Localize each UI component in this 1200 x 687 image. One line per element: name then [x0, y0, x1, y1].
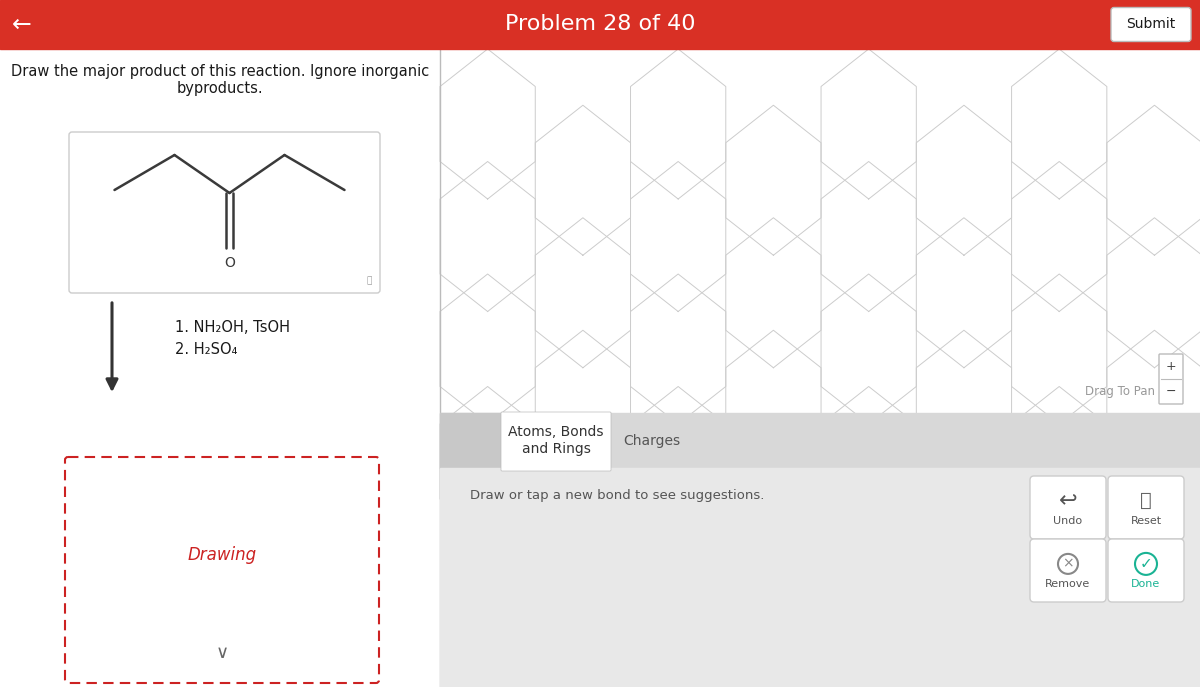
Text: ×: × — [1062, 557, 1074, 571]
Text: 1. NH₂OH, TsOH: 1. NH₂OH, TsOH — [175, 320, 290, 335]
Bar — [440, 413, 505, 468]
Text: Atoms, Bonds
and Rings: Atoms, Bonds and Rings — [509, 425, 604, 456]
Text: ∨: ∨ — [216, 644, 228, 662]
Text: −: − — [1165, 385, 1176, 398]
Bar — [0, 0, 1200, 49]
Text: 2. H₂SO₄: 2. H₂SO₄ — [175, 342, 238, 357]
Text: +: + — [1165, 361, 1176, 374]
Text: 🗑: 🗑 — [1140, 491, 1152, 510]
FancyBboxPatch shape — [502, 412, 611, 471]
Text: O: O — [224, 256, 235, 270]
FancyBboxPatch shape — [1111, 8, 1190, 41]
Text: Drawing: Drawing — [187, 546, 257, 564]
FancyBboxPatch shape — [1159, 354, 1183, 404]
FancyBboxPatch shape — [65, 457, 379, 683]
Text: ←: ← — [12, 12, 32, 36]
Text: Problem 28 of 40: Problem 28 of 40 — [505, 14, 695, 34]
Text: Draw the major product of this reaction. Ignore inorganic: Draw the major product of this reaction.… — [11, 64, 430, 79]
Bar — [440, 468, 1200, 687]
FancyBboxPatch shape — [1030, 476, 1106, 539]
FancyBboxPatch shape — [1108, 476, 1184, 539]
Text: Drag To Pan: Drag To Pan — [1085, 385, 1154, 398]
Text: Remove: Remove — [1045, 579, 1091, 589]
FancyBboxPatch shape — [70, 132, 380, 293]
FancyBboxPatch shape — [1108, 539, 1184, 602]
Bar — [440, 49, 1200, 413]
Text: ✓: ✓ — [1140, 556, 1152, 572]
Text: Charges: Charges — [624, 433, 680, 447]
Text: Done: Done — [1132, 579, 1160, 589]
Text: Reset: Reset — [1130, 516, 1162, 526]
Text: 🔍: 🔍 — [367, 276, 372, 285]
Text: Submit: Submit — [1127, 17, 1176, 32]
Text: byproducts.: byproducts. — [176, 81, 263, 96]
Bar — [0, 49, 440, 687]
Text: Undo: Undo — [1054, 516, 1082, 526]
Text: ↩: ↩ — [1058, 491, 1078, 511]
Text: Draw or tap a new bond to see suggestions.: Draw or tap a new bond to see suggestion… — [470, 490, 764, 502]
Bar — [440, 413, 1200, 468]
FancyBboxPatch shape — [1030, 539, 1106, 602]
